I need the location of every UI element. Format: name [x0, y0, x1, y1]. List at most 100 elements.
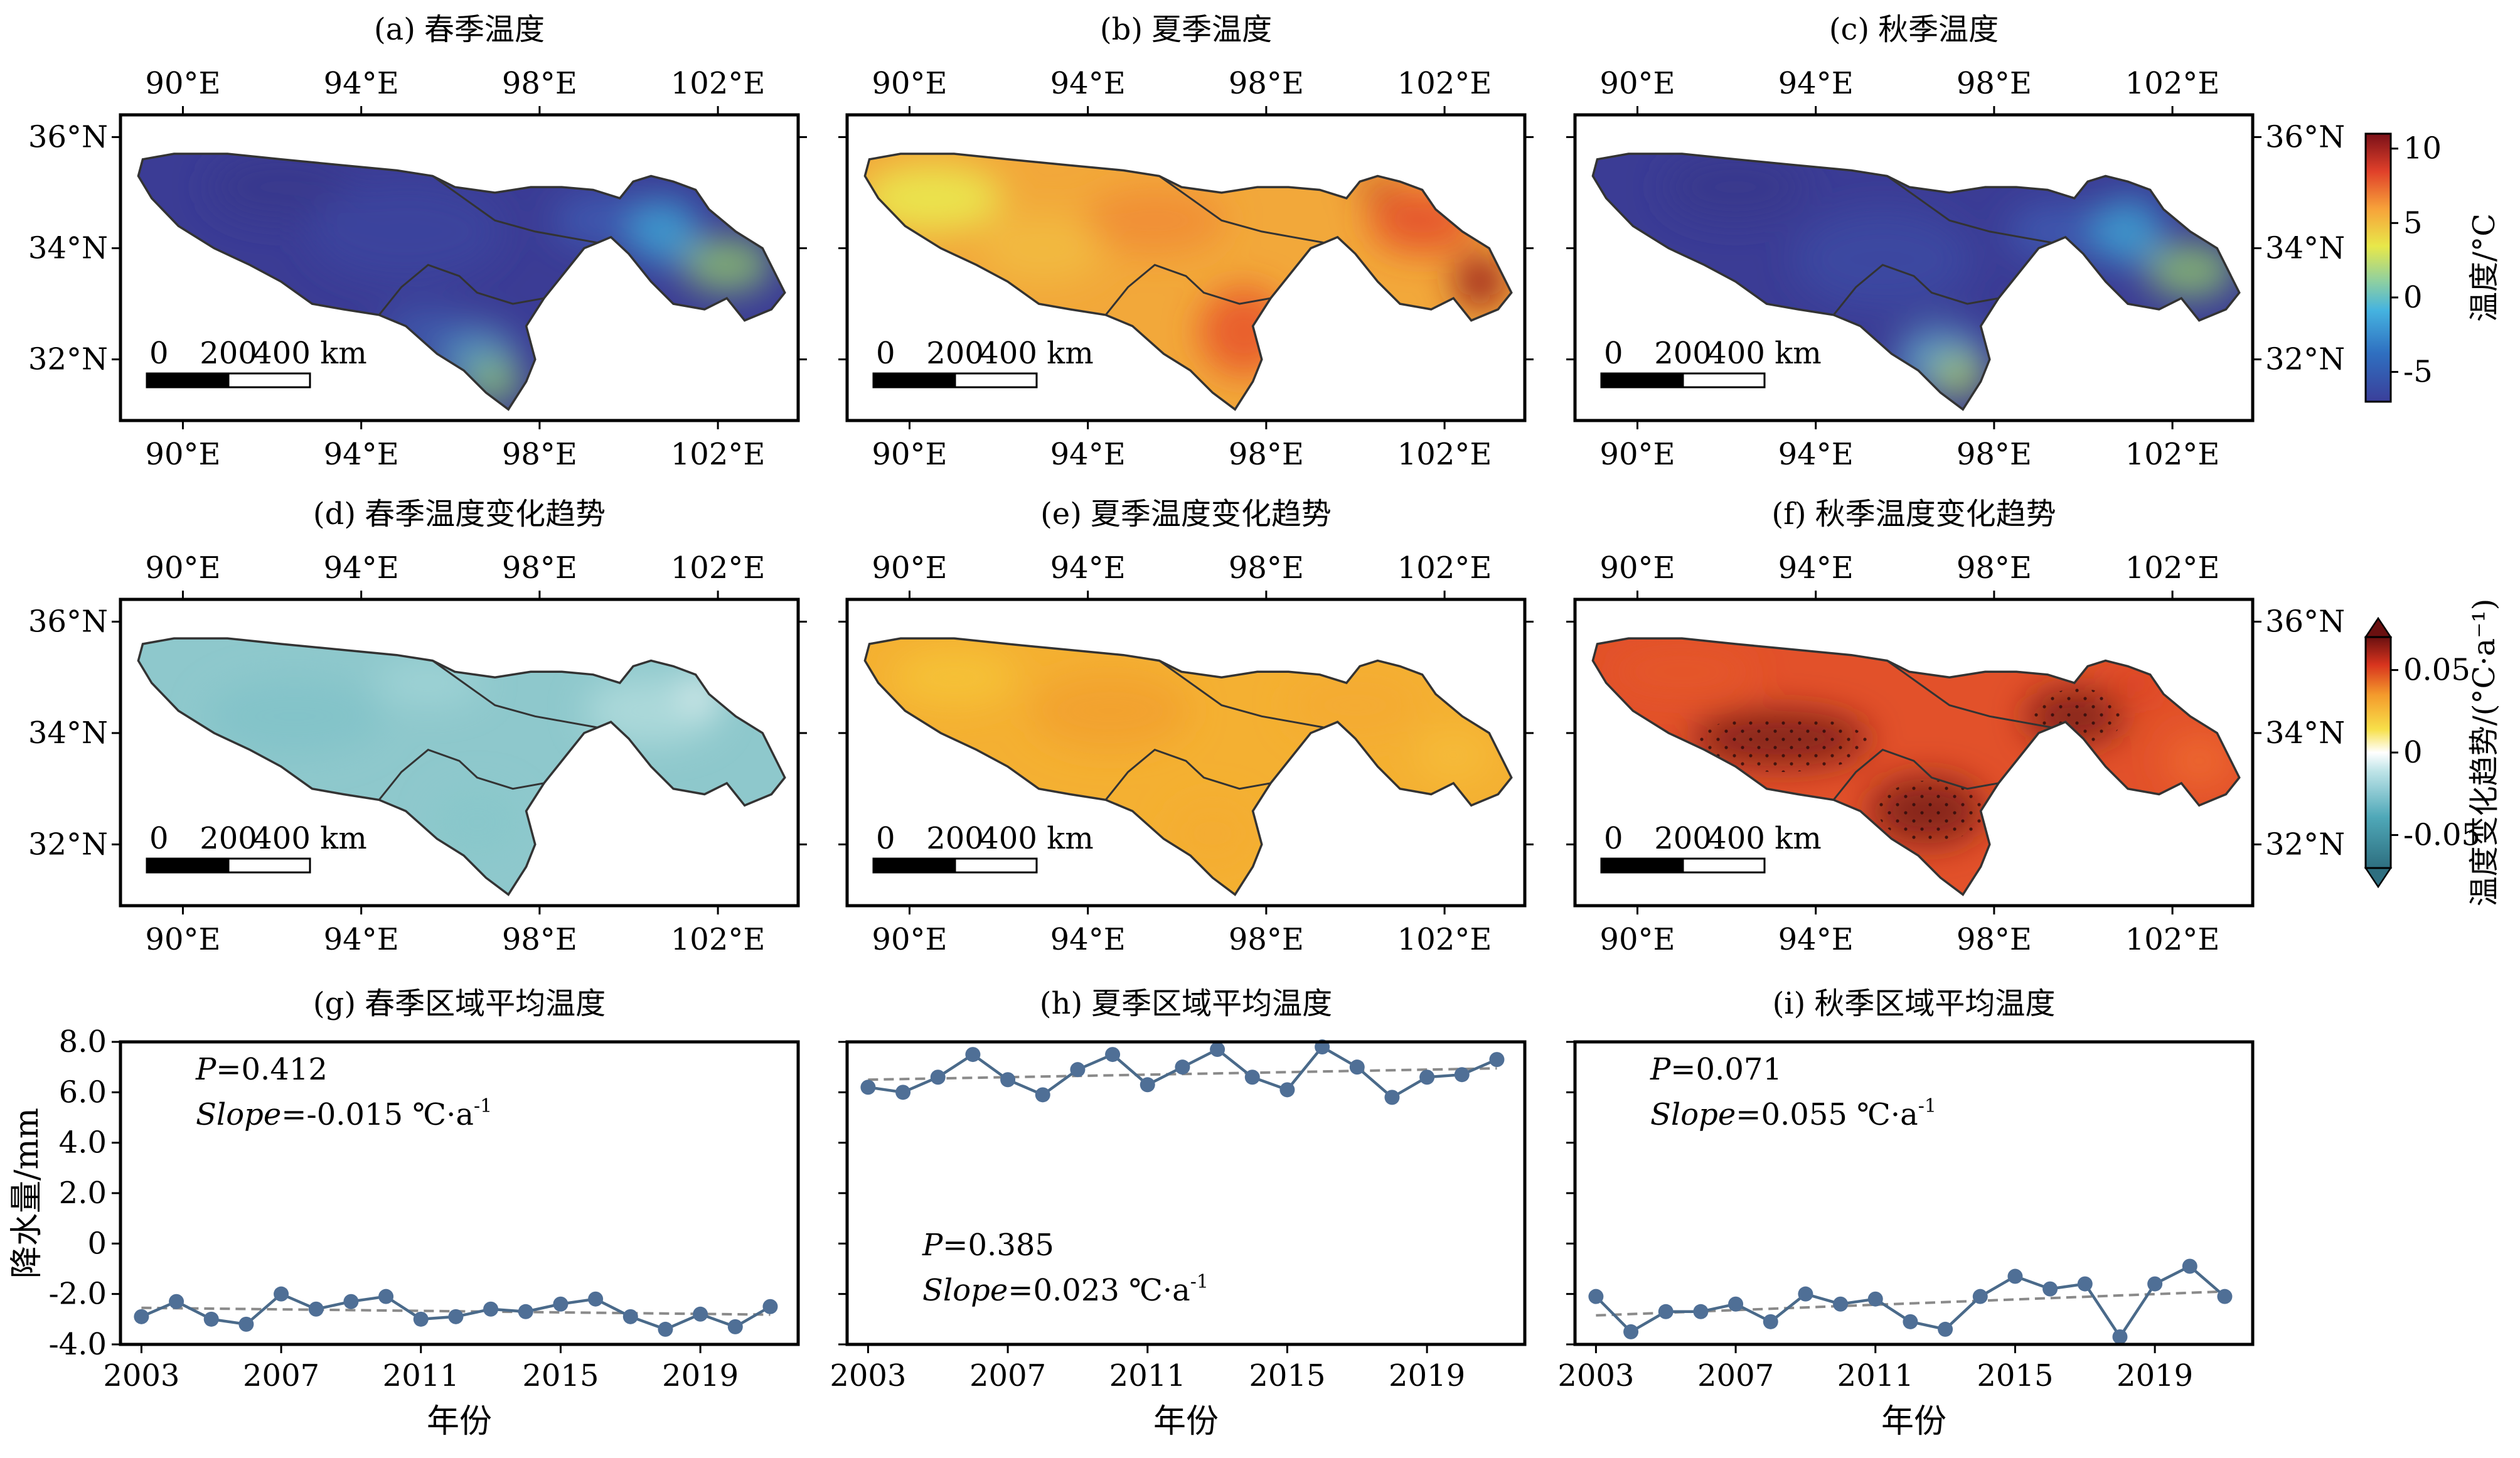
- map-field-patch: [307, 181, 505, 282]
- data-point: [1279, 1082, 1295, 1098]
- map-field-patch: [1030, 672, 1191, 750]
- map-field-patch: [1664, 154, 1807, 221]
- colorbar-tick-label: 10: [2403, 131, 2442, 166]
- basin-boundary: [1158, 175, 1325, 244]
- data-point: [2112, 1329, 2128, 1344]
- chart-title-text: 夏季区域平均温度: [1091, 986, 1332, 1021]
- y-tick-label: 6.0: [59, 1075, 107, 1110]
- scalebar-label: 200: [926, 336, 984, 371]
- p-value: =0.412: [216, 1052, 328, 1087]
- chart-title: (h) 夏季区域平均温度: [1040, 986, 1332, 1021]
- colorbar-max-arrow: [2364, 616, 2393, 638]
- lon-tick-label: 98°E: [502, 922, 577, 957]
- map-field-patch: [981, 215, 1106, 282]
- data-point: [1658, 1304, 1674, 1319]
- lon-tick-label: 94°E: [1050, 437, 1126, 472]
- colorbar-tick-label: 0.05: [2403, 653, 2470, 688]
- map-field-patch: [375, 660, 482, 705]
- basin-boundary: [378, 748, 545, 801]
- scalebar-black: [1601, 859, 1683, 872]
- scalebar-label: 0: [1604, 336, 1623, 371]
- scalebar-label: 0: [149, 336, 169, 371]
- chart-title-text: 秋季区域平均温度: [1814, 986, 2055, 1021]
- lon-tick-label: 102°E: [671, 922, 766, 957]
- p-label: P: [195, 1052, 216, 1087]
- map-title-text: 夏季温度: [1151, 12, 1272, 47]
- data-point: [308, 1301, 324, 1317]
- scalebar-frame: [146, 372, 311, 389]
- scalebar-white: [954, 857, 1038, 874]
- significance-stipple: [1878, 780, 1985, 842]
- chart-title-text: 春季区域平均温度: [365, 986, 606, 1021]
- p-value-text: P=0.385: [922, 1228, 1054, 1263]
- data-point: [1070, 1062, 1086, 1078]
- scalebar-label: 0: [876, 336, 895, 371]
- data-point: [448, 1309, 464, 1324]
- data-point: [860, 1080, 876, 1095]
- p-label: P: [1650, 1052, 1671, 1087]
- data-point: [588, 1291, 604, 1307]
- data-point: [238, 1316, 254, 1332]
- lat-tick-label: 32°N: [28, 342, 108, 377]
- colorbar-tick-label: 5: [2403, 205, 2423, 240]
- basin-boundary: [1886, 660, 2053, 729]
- lon-tick-label: 102°E: [1397, 550, 1492, 586]
- lon-tick-label: 94°E: [1050, 550, 1126, 586]
- colorbar-ramp: [2364, 132, 2392, 403]
- region-outline: [1591, 153, 2241, 411]
- p-label: P: [922, 1228, 943, 1263]
- x-tick-label: 2003: [830, 1358, 906, 1393]
- map-field-patch: [2145, 242, 2235, 299]
- x-axis-label: 年份: [1881, 1403, 1946, 1440]
- lat-tick-label: 34°N: [28, 716, 108, 751]
- data-point: [518, 1304, 533, 1319]
- y-tick-label: -4.0: [48, 1327, 107, 1362]
- data-point: [134, 1309, 149, 1324]
- data-point: [1693, 1304, 1709, 1319]
- panel-letter: (e): [1040, 496, 1082, 532]
- slope-value: =0.055 ℃·a: [1736, 1097, 1918, 1132]
- lon-tick-label: 90°E: [872, 66, 947, 101]
- lon-tick-label: 102°E: [671, 550, 766, 586]
- scalebar-frame: [1600, 857, 1766, 874]
- lon-tick-label: 94°E: [1778, 437, 1854, 472]
- lon-tick-label: 94°E: [1778, 550, 1854, 586]
- chart-frame: [1573, 1040, 2255, 1346]
- trend-line: [1596, 1290, 2225, 1317]
- map-frame: [845, 113, 1527, 422]
- map-title: (f) 秋季温度变化趋势: [1771, 496, 2056, 532]
- lon-tick-label: 98°E: [1957, 66, 2032, 101]
- lat-tick-label: 34°N: [2265, 231, 2345, 266]
- data-point: [1728, 1296, 1744, 1312]
- x-tick-label: 2003: [103, 1358, 179, 1393]
- map-field-patch: [210, 154, 353, 221]
- x-tick-label: 2011: [383, 1358, 459, 1393]
- region-outline: [137, 153, 786, 411]
- map-field-patch: [1083, 187, 1226, 254]
- slope-label: Slope: [1650, 1097, 1736, 1132]
- lat-tick-label: 34°N: [28, 231, 108, 266]
- x-axis-label: 年份: [1153, 1403, 1219, 1440]
- data-point: [658, 1321, 673, 1337]
- map-field-patch: [1931, 353, 1985, 399]
- colorbar-tick-label: -5: [2403, 355, 2433, 390]
- map-panel: (b) 夏季温度 90°E 90°E 94°E 94°E 98°E 98°E 102°E 102°…: [838, 12, 1534, 472]
- basin-boundary: [432, 660, 598, 729]
- data-point: [1105, 1047, 1121, 1063]
- data-point: [169, 1294, 184, 1309]
- data-point: [2147, 1276, 2163, 1292]
- region-outline: [1591, 637, 2241, 896]
- lon-tick-label: 90°E: [1599, 66, 1675, 101]
- lon-tick-label: 102°E: [671, 66, 766, 101]
- p-value-text: P=0.412: [195, 1052, 328, 1087]
- map-field-patch: [892, 649, 1017, 705]
- data-point: [727, 1319, 743, 1334]
- lon-tick-label: 90°E: [872, 922, 947, 957]
- y-axis-label: 降水量/mm: [8, 1108, 46, 1278]
- data-point: [1938, 1321, 1953, 1337]
- chart-title: (i) 秋季区域平均温度: [1773, 986, 2056, 1021]
- x-tick-label: 2011: [1109, 1358, 1186, 1393]
- x-tick-label: 2019: [1389, 1358, 1465, 1393]
- x-tick-label: 2007: [1697, 1358, 1774, 1393]
- slope-label: Slope: [196, 1097, 281, 1132]
